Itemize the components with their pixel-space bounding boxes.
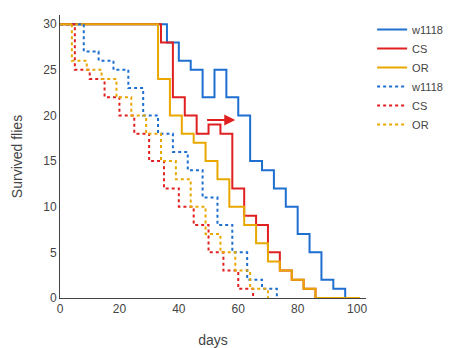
svg-text:40: 40 — [172, 302, 186, 316]
svg-text:80: 80 — [291, 302, 305, 316]
svg-text:20: 20 — [113, 302, 127, 316]
svg-text:15: 15 — [43, 154, 57, 168]
svg-text:60: 60 — [232, 302, 246, 316]
svg-text:w1118: w1118 — [411, 81, 443, 93]
svg-text:CS: CS — [412, 43, 427, 55]
svg-text:100: 100 — [347, 302, 367, 316]
svg-text:20: 20 — [43, 109, 57, 123]
svg-text:OR: OR — [412, 119, 429, 131]
svg-text:25: 25 — [43, 63, 57, 77]
svg-text:5: 5 — [50, 246, 57, 260]
svg-text:0: 0 — [50, 291, 57, 305]
svg-text:CS: CS — [412, 100, 427, 112]
svg-text:0: 0 — [57, 302, 64, 316]
svg-text:30: 30 — [43, 17, 57, 31]
svg-text:w1118: w1118 — [411, 24, 443, 36]
svg-text:OR: OR — [412, 62, 429, 74]
svg-text:days: days — [198, 332, 228, 348]
svg-text:10: 10 — [43, 200, 57, 214]
svg-text:Survived flies: Survived flies — [9, 115, 25, 198]
